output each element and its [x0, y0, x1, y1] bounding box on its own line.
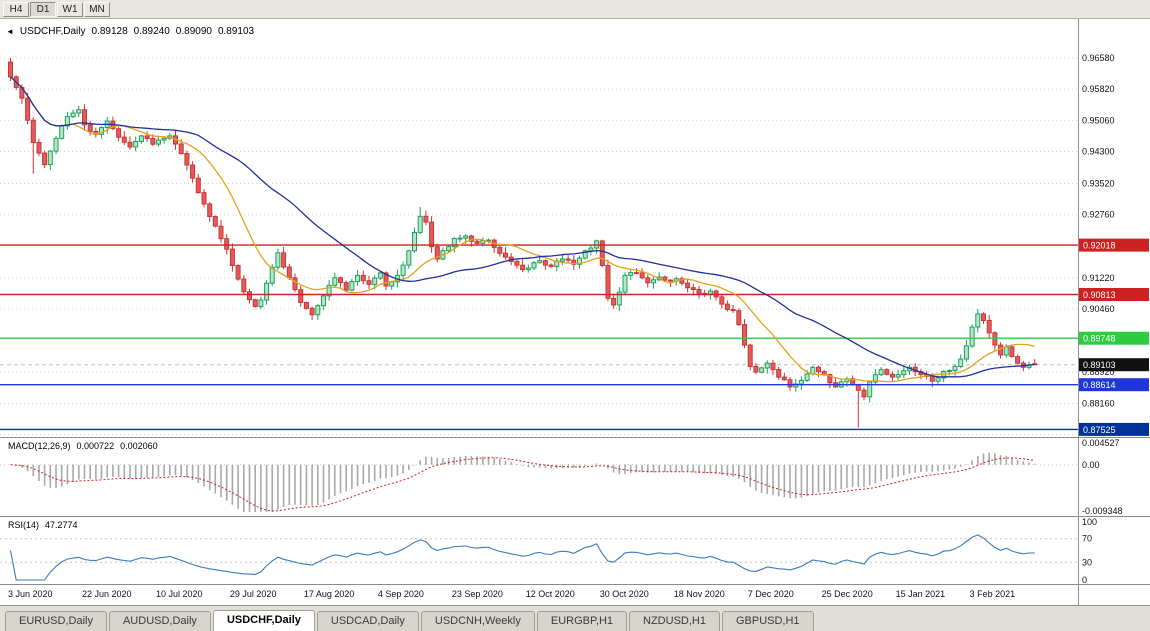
svg-text:0.00: 0.00 — [1082, 460, 1100, 470]
chart-tab-bar: EURUSD,Daily AUDUSD,Daily USDCHF,Daily USDC… — [0, 605, 1150, 631]
svg-text:-0.009348: -0.009348 — [1082, 506, 1123, 516]
axis-separator — [1078, 585, 1079, 605]
macd-panel: 0.004527 0.00 -0.009348 MACD(12,26,9) 0.00… — [0, 438, 1150, 517]
timeframe-button-d1[interactable]: D1 — [30, 1, 56, 17]
svg-text:0.92760: 0.92760 — [1082, 210, 1115, 220]
x-axis-label: 12 Oct 2020 — [525, 589, 575, 599]
macd-label: MACD(12,26,9) — [8, 441, 71, 451]
x-axis-label: 25 Dec 2020 — [821, 589, 873, 599]
svg-text:0.88160: 0.88160 — [1082, 398, 1115, 408]
quote-close: 0.89103 — [217, 26, 255, 37]
x-axis-label: 4 Sep 2020 — [377, 589, 424, 599]
collapse-icon[interactable]: ◄ — [6, 26, 14, 36]
macd-value-signal: 0.002060 — [120, 441, 158, 451]
time-axis[interactable]: 3 Jun 2020 22 Jun 2020 10 Jul 2020 29 Jul 2… — [0, 585, 1150, 605]
rsi-label-bar: RSI(14) 47.2774 — [8, 520, 78, 530]
svg-text:0.90813: 0.90813 — [1083, 290, 1116, 300]
rsi-label: RSI(14) — [8, 520, 40, 530]
macd-indicator[interactable]: 0.004527 0.00 -0.009348 — [0, 438, 1150, 516]
chart-tab-nzdusd-h1[interactable]: NZDUSD,H1 — [629, 611, 720, 631]
svg-text:30: 30 — [1082, 557, 1092, 567]
x-axis-label: 29 Jul 2020 — [229, 589, 277, 599]
timeframe-button-w1[interactable]: W1 — [57, 1, 83, 17]
svg-text:0.92018: 0.92018 — [1083, 241, 1116, 251]
svg-text:0.88614: 0.88614 — [1083, 380, 1116, 390]
price-chart-panel: 0.96580 0.95820 0.95060 0.94300 0.93520 0.927… — [0, 19, 1150, 438]
chart-tab-eurgbp-h1[interactable]: EURGBP,H1 — [536, 611, 628, 631]
x-axis-label: 23 Sep 2020 — [451, 589, 503, 599]
svg-text:0.89748: 0.89748 — [1083, 334, 1116, 344]
chart-tab-usdchf-daily[interactable]: USDCHF,Daily — [212, 610, 315, 631]
chart-tab-usdcnh-weekly[interactable]: USDCNH,Weekly — [420, 611, 535, 631]
svg-text:0.90460: 0.90460 — [1082, 304, 1115, 314]
x-axis-label: 22 Jun 2020 — [81, 589, 132, 599]
svg-text:0.95820: 0.95820 — [1082, 84, 1115, 94]
svg-text:0.89103: 0.89103 — [1083, 360, 1116, 370]
chart-tab-gbpusd-h1[interactable]: GBPUSD,H1 — [721, 611, 814, 631]
rsi-panel: 100 70 30 0 RSI(14) 47.2774 — [0, 517, 1150, 585]
svg-text:0.94300: 0.94300 — [1082, 147, 1115, 157]
rsi-indicator[interactable]: 100 70 30 0 — [0, 517, 1150, 584]
svg-text:0.93520: 0.93520 — [1082, 179, 1115, 189]
x-axis-label: 17 Aug 2020 — [303, 589, 355, 599]
x-axis-label: 3 Feb 2021 — [969, 589, 1016, 599]
svg-text:0.004527: 0.004527 — [1082, 438, 1120, 448]
x-axis-label: 30 Oct 2020 — [599, 589, 649, 599]
rsi-value: 47.2774 — [45, 520, 78, 530]
x-axis-label: 3 Jun 2020 — [8, 589, 53, 599]
x-axis-label: 10 Jul 2020 — [155, 589, 203, 599]
svg-text:70: 70 — [1082, 534, 1092, 544]
timeframe-button-mn[interactable]: MN — [84, 1, 110, 17]
x-axis-label: 15 Jan 2021 — [895, 589, 946, 599]
quote-bar: ◄ USDCHF,Daily 0.89128 0.89240 0.89090 0… — [6, 26, 254, 37]
symbol-label: USDCHF,Daily — [19, 26, 86, 37]
quote-high: 0.89240 — [133, 26, 170, 37]
x-axis-label: 18 Nov 2020 — [673, 589, 725, 599]
macd-label-bar: MACD(12,26,9) 0.000722 0.002060 — [8, 441, 158, 451]
quote-open: 0.89128 — [91, 26, 128, 37]
price-chart[interactable]: 0.96580 0.95820 0.95060 0.94300 0.93520 0.927… — [0, 19, 1150, 437]
chart-tab-audusd-daily[interactable]: AUDUSD,Daily — [108, 611, 211, 631]
svg-text:0.96580: 0.96580 — [1082, 53, 1115, 63]
x-axis-label: 7 Dec 2020 — [747, 589, 794, 599]
macd-value-main: 0.000722 — [76, 441, 115, 451]
svg-text:0.95060: 0.95060 — [1082, 115, 1115, 125]
svg-text:100: 100 — [1082, 517, 1097, 527]
chart-tab-eurusd-daily[interactable]: EURUSD,Daily — [5, 611, 107, 631]
svg-text:0.91220: 0.91220 — [1082, 273, 1115, 283]
timeframe-toolbar: H4 D1 W1 MN — [0, 0, 1150, 19]
svg-text:0: 0 — [1082, 575, 1087, 584]
chart-tab-usdcad-daily[interactable]: USDCAD,Daily — [316, 611, 419, 631]
svg-text:0.87525: 0.87525 — [1083, 425, 1116, 435]
svg-text:0.88920: 0.88920 — [1082, 367, 1115, 377]
timeframe-button-h4[interactable]: H4 — [3, 1, 29, 17]
quote-low: 0.89090 — [175, 26, 212, 37]
